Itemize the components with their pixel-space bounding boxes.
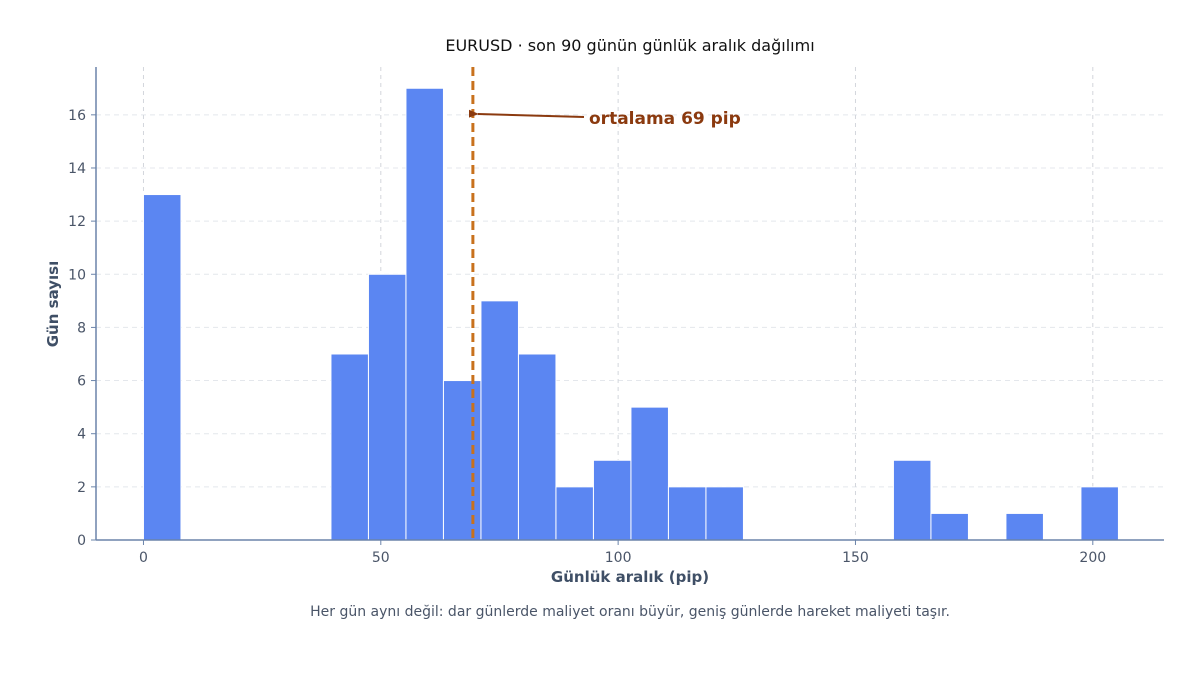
histogram-bar — [1005, 512, 1044, 541]
y-tick-label: 8 — [77, 320, 86, 336]
ticks-layer: 0 50 100 150 200 0 2 4 6 8 10 12 14 16 — [68, 108, 1106, 566]
axes-layer — [95, 67, 1164, 541]
x-tick-label: 100 — [605, 550, 632, 566]
histogram-bar — [367, 273, 407, 541]
annotation-arrow — [468, 109, 585, 118]
histogram-bar — [517, 353, 557, 541]
histogram-bar — [442, 380, 482, 541]
histogram-bar — [592, 459, 632, 541]
y-tick-label: 0 — [77, 533, 86, 549]
y-tick-label: 16 — [68, 108, 86, 124]
histogram-bar — [142, 194, 182, 541]
y-tick-label: 10 — [68, 267, 86, 283]
y-tick-label: 4 — [77, 427, 86, 443]
bars-layer — [142, 87, 1119, 541]
x-tick-label: 150 — [842, 550, 869, 566]
histogram-bar — [330, 353, 369, 541]
y-axis-label: Gün sayısı — [44, 261, 62, 347]
histogram-bar — [1080, 486, 1119, 541]
histogram-bar — [405, 87, 444, 541]
histogram-bar — [555, 486, 594, 541]
chart-caption: Her gün aynı değil: dar günlerde maliyet… — [310, 604, 950, 620]
histogram-bar — [705, 486, 744, 541]
x-tick-label: 50 — [372, 550, 390, 566]
histogram-bar — [930, 512, 969, 541]
histogram-bar — [480, 300, 519, 541]
mean-annotation: ortalama 69 pip — [589, 109, 741, 129]
x-tick-label: 0 — [139, 550, 148, 566]
histogram-bar — [667, 486, 707, 541]
y-tick-label: 12 — [68, 214, 86, 230]
y-tick-label: 14 — [68, 161, 86, 177]
x-tick-label: 200 — [1079, 550, 1106, 566]
mean-layer: ortalama 69 pip — [468, 67, 741, 540]
histogram-bar — [630, 406, 669, 541]
x-axis-label: Günlük aralık (pip) — [551, 568, 709, 586]
y-tick-label: 2 — [77, 480, 86, 496]
chart-title: EURUSD · son 90 günün günlük aralık dağı… — [445, 36, 814, 55]
histogram-bar — [892, 459, 932, 541]
y-tick-label: 6 — [77, 374, 86, 390]
